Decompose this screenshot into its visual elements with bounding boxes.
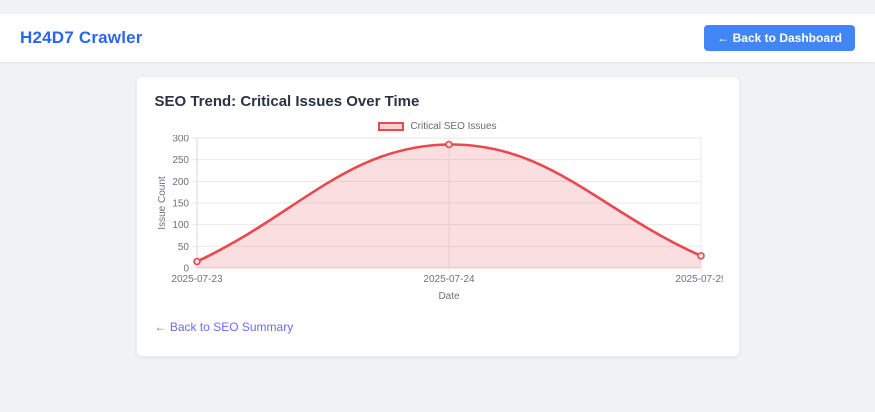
y-tick-label: 100 [172,220,189,231]
chart-title: SEO Trend: Critical Issues Over Time [154,93,420,110]
data-point-2025-07-24[interactable] [444,140,453,149]
x-tick-label: 2025-07-29 [675,274,723,285]
seo-trend-card: SEO Trend: Critical Issues Over Time Cri… [135,76,740,357]
y-tick-label: 200 [172,177,189,188]
legend-swatch-icon [378,122,405,131]
chart-plot-area: 0 50 100 150 200 250 300 2025-07-23 2025-07-24 20… [155,134,727,310]
back-to-dashboard-button[interactable]: ← Back to Dashboard [704,25,855,51]
x-axis-title: Date [438,291,460,302]
y-tick-label: 0 [183,264,189,275]
area-fill [196,144,701,268]
y-tick-label: 300 [172,135,189,145]
data-point-2025-07-29[interactable] [696,252,705,260]
y-axis-title: Issue Count [157,176,168,230]
y-tick-label: 150 [172,199,189,210]
app-title: H24D7 Crawler [20,28,143,47]
x-tick-label: 2025-07-23 [171,274,223,285]
y-tick-label: 50 [177,242,189,253]
data-point-2025-07-23[interactable] [192,257,201,266]
trend-chart-svg: 0 50 100 150 200 250 300 2025-07-23 2025-07-24 20… [157,134,727,303]
y-tick-label: 250 [172,155,189,166]
chart-legend-item[interactable]: Critical SEO Issues [155,120,721,133]
x-tick-label: 2025-07-24 [423,274,475,285]
back-to-seo-summary-link[interactable]: ← Back to SEO Summary [154,320,294,334]
legend-label: Critical SEO Issues [410,121,497,132]
top-navbar: H24D7 Crawler ← Back to Dashboard [0,14,875,62]
